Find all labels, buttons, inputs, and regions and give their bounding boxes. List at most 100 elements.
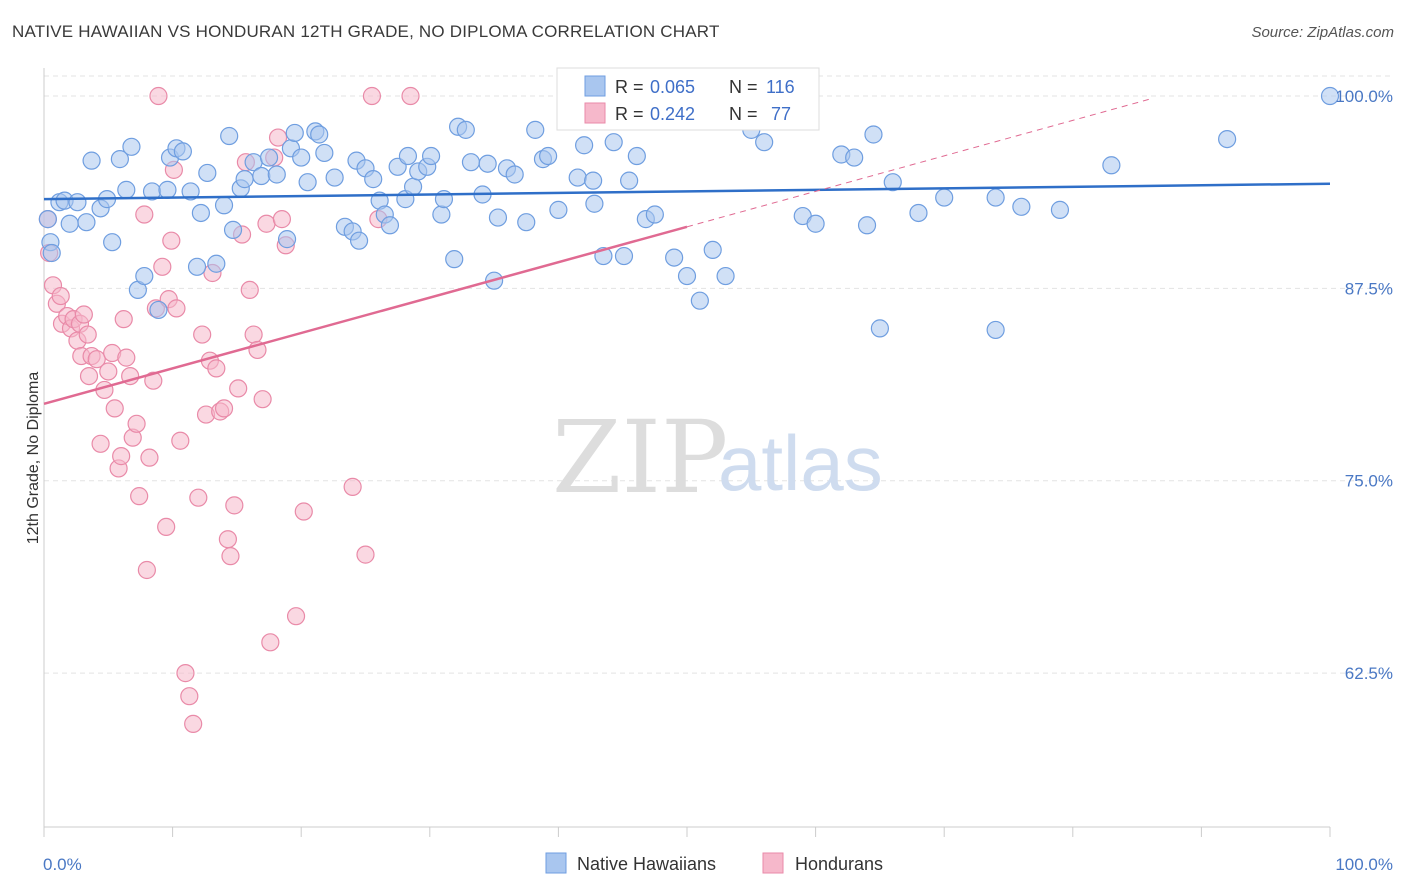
honduran-point-67 <box>268 128 288 147</box>
native-hawaiian-point-2 <box>42 243 61 263</box>
native-hawaiian-point-35 <box>259 148 279 167</box>
honduran-point-25 <box>117 348 136 367</box>
native-hawaiian-point-112 <box>1012 197 1031 216</box>
legend-n-label-1: N = <box>729 77 758 97</box>
native-hawaiian-point-114 <box>1102 156 1121 175</box>
native-hawaiian-point-95 <box>703 240 722 259</box>
native-hawaiian-point-32 <box>235 170 254 189</box>
honduran-point-70 <box>286 607 306 626</box>
native-hawaiian-point-103 <box>845 148 864 167</box>
honduran-point-31 <box>137 560 156 580</box>
native-hawaiian-point-54 <box>380 216 400 235</box>
native-hawaiian-point-7 <box>77 213 96 232</box>
native-hawaiian-point-101 <box>806 214 825 233</box>
native-hawaiian-point-24 <box>187 257 207 276</box>
native-hawaiian-point-22 <box>173 142 192 161</box>
bottom-legend-swatch-pink <box>762 852 784 874</box>
native-hawaiian-point-78 <box>549 200 568 219</box>
honduran-point-56 <box>225 496 244 515</box>
native-hawaiian-point-80 <box>568 168 587 187</box>
honduran-point-60 <box>240 280 259 300</box>
native-hawaiian-point-30 <box>223 220 243 239</box>
native-hawaiian-point-109 <box>935 188 954 207</box>
native-hawaiian-point-41 <box>298 173 317 192</box>
native-hawaiian-point-107 <box>883 173 902 192</box>
honduran-point-54 <box>218 530 237 549</box>
honduran-point-29 <box>130 487 149 506</box>
y-tick-labels: 62.5% 75.0% 87.5% 100.0% <box>1335 87 1393 683</box>
honduran-point-19 <box>99 362 118 381</box>
honduran-point-16 <box>87 350 106 369</box>
y-tick-label-2: 87.5% <box>1345 279 1393 298</box>
y-tick-label-1: 75.0% <box>1345 472 1393 491</box>
native-hawaiian-point-51 <box>364 170 383 189</box>
native-hawaiian-point-81 <box>575 136 594 155</box>
legend-r-value-2: 0.242 <box>650 104 695 124</box>
native-hawaiian-point-45 <box>325 168 344 187</box>
honduran-point-13 <box>78 325 97 344</box>
native-hawaiian-point-44 <box>315 143 334 163</box>
y-tick-label-3: 100.0% <box>1335 87 1393 106</box>
native-hawaiian-point-18 <box>149 300 168 320</box>
honduran-point-36 <box>153 257 172 276</box>
honduran-point-74 <box>362 86 382 106</box>
honduran-point-68 <box>272 210 292 229</box>
native-hawaiian-point-36 <box>267 165 286 184</box>
chart-source: Source: ZipAtlas.com <box>1251 24 1394 41</box>
native-hawaiian-point-92 <box>665 248 684 267</box>
native-hawaiian-point-111 <box>986 188 1005 207</box>
honduran-point-4 <box>51 286 70 306</box>
native-hawaiian-point-116 <box>1320 86 1340 106</box>
honduran-point-33 <box>144 371 163 390</box>
legend-r-label-2: R = <box>615 104 644 124</box>
honduran-point-53 <box>214 399 234 418</box>
honduran-point-72 <box>343 477 362 496</box>
honduran-point-28 <box>127 414 146 433</box>
axes <box>43 68 1331 837</box>
honduran-point-39 <box>162 231 181 250</box>
native-hawaiian-point-28 <box>214 196 234 215</box>
bottom-legend-swatch-blue <box>545 852 567 874</box>
series-hondurans <box>38 86 420 733</box>
honduran-point-47 <box>193 325 212 344</box>
native-hawaiian-point-74 <box>517 213 536 232</box>
honduran-point-44 <box>180 687 199 706</box>
native-hawaiian-point-106 <box>870 319 890 338</box>
native-hawaiian-point-19 <box>158 180 177 199</box>
native-hawaiian-point-37 <box>277 230 297 249</box>
legend-r-value-1: 0.065 <box>650 77 695 97</box>
y-axis-label: 12th Grade, No Diploma <box>25 372 42 545</box>
trend-line-hondurans-extension <box>686 98 1151 228</box>
bottom-legend-label-1: Native Hawaiians <box>577 854 716 874</box>
watermark: ZIP atlas <box>552 399 883 516</box>
native-hawaiian-point-96 <box>716 266 735 286</box>
legend-swatch-pink <box>584 102 606 124</box>
native-hawaiian-point-94 <box>690 291 709 310</box>
honduran-point-63 <box>253 390 272 409</box>
honduran-point-32 <box>140 448 159 467</box>
native-hawaiian-point-16 <box>135 266 154 286</box>
legend-r-label-1: R = <box>615 77 644 97</box>
honduran-point-76 <box>401 86 420 106</box>
native-hawaiian-point-98 <box>755 133 774 152</box>
native-hawaiian-point-25 <box>191 203 210 223</box>
native-hawaiian-point-71 <box>488 208 508 227</box>
native-hawaiian-point-8 <box>82 151 101 170</box>
native-hawaiian-point-75 <box>526 120 545 139</box>
honduran-point-14 <box>79 366 99 386</box>
native-hawaiian-point-82 <box>584 171 603 190</box>
native-hawaiian-point-64 <box>445 250 464 269</box>
native-hawaiian-point-113 <box>1050 200 1070 219</box>
native-hawaiian-point-14 <box>122 137 141 156</box>
honduran-point-24 <box>114 310 133 329</box>
legend-n-value-1: 116 <box>766 77 795 97</box>
honduran-point-41 <box>167 299 186 318</box>
honduran-point-73 <box>356 545 375 564</box>
native-hawaiian-point-58 <box>403 177 423 196</box>
native-hawaiian-point-66 <box>456 120 475 139</box>
honduran-point-61 <box>244 325 263 344</box>
native-hawaiian-point-105 <box>864 125 883 144</box>
trend-lines <box>43 98 1331 405</box>
native-hawaiian-point-90 <box>645 205 664 224</box>
trend-line-hondurans <box>43 225 688 405</box>
